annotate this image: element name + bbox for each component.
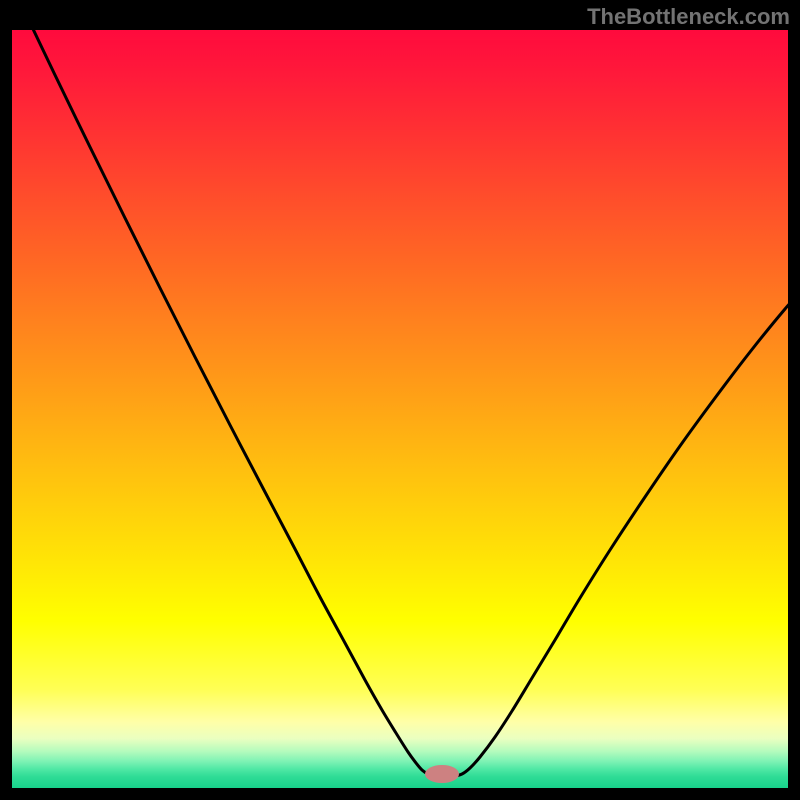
attribution-text: TheBottleneck.com xyxy=(587,4,790,30)
chart-background xyxy=(12,30,788,788)
optimal-marker xyxy=(425,765,459,783)
